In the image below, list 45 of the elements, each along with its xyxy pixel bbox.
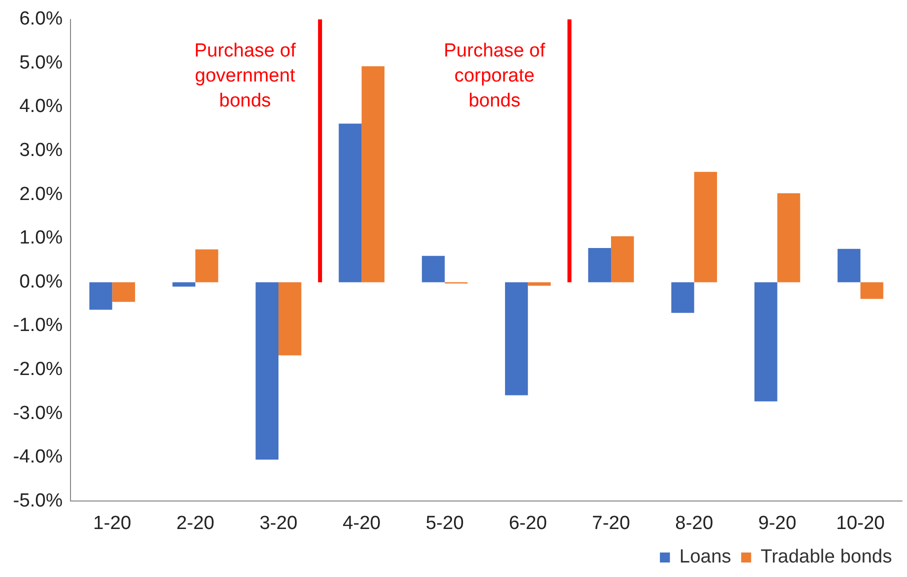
y-tick-label: 5.0%	[19, 52, 63, 74]
bar	[195, 249, 218, 282]
bar	[422, 256, 445, 282]
bar	[505, 282, 528, 396]
bar	[588, 248, 612, 282]
bar	[338, 124, 362, 282]
x-tick-label: 9-20	[758, 512, 796, 534]
bar	[278, 282, 302, 356]
y-tick-label: -5.0%	[12, 490, 63, 512]
bar	[611, 236, 634, 282]
y-tick-label: 2.0%	[19, 184, 63, 205]
y-tick-label: -4.0%	[12, 446, 63, 468]
bar	[838, 248, 860, 282]
bar	[89, 282, 112, 310]
y-tick-label: 6.0%	[19, 8, 63, 30]
x-tick-label: 5-20	[426, 512, 464, 534]
bar	[528, 282, 551, 286]
bar	[754, 282, 778, 402]
x-tick-label: 4-20	[342, 512, 381, 534]
bar	[694, 172, 718, 282]
x-tick-label: 1-20	[93, 512, 132, 534]
y-tick-label: 0.0%	[19, 271, 63, 292]
ref-line-label: Purchase of corporate bonds	[444, 40, 546, 112]
bar	[256, 282, 278, 460]
y-tick-label: 3.0%	[19, 140, 63, 162]
y-tick-label: -1.0%	[12, 315, 63, 336]
bar	[860, 282, 884, 299]
bar	[777, 193, 800, 282]
legend-label: Loans	[679, 546, 732, 568]
x-tick-label: 6-20	[508, 512, 547, 534]
x-tick-label: 2-20	[176, 512, 214, 534]
x-tick-label: 10-20	[836, 512, 885, 534]
ref-line-label: Purchase of government bonds	[194, 40, 296, 112]
bar	[112, 282, 136, 302]
bar	[671, 282, 694, 313]
x-tick-label: 3-20	[259, 512, 298, 534]
y-tick-label: 1.0%	[19, 228, 63, 249]
bar	[362, 66, 384, 282]
y-tick-label: 4.0%	[19, 96, 63, 118]
y-tick-label: -3.0%	[12, 402, 63, 424]
legend-label: Tradable bonds	[760, 546, 892, 568]
bar	[172, 282, 196, 287]
y-tick-label: -2.0%	[12, 359, 63, 380]
x-tick-label: 7-20	[592, 512, 630, 534]
x-tick-label: 8-20	[675, 512, 714, 534]
